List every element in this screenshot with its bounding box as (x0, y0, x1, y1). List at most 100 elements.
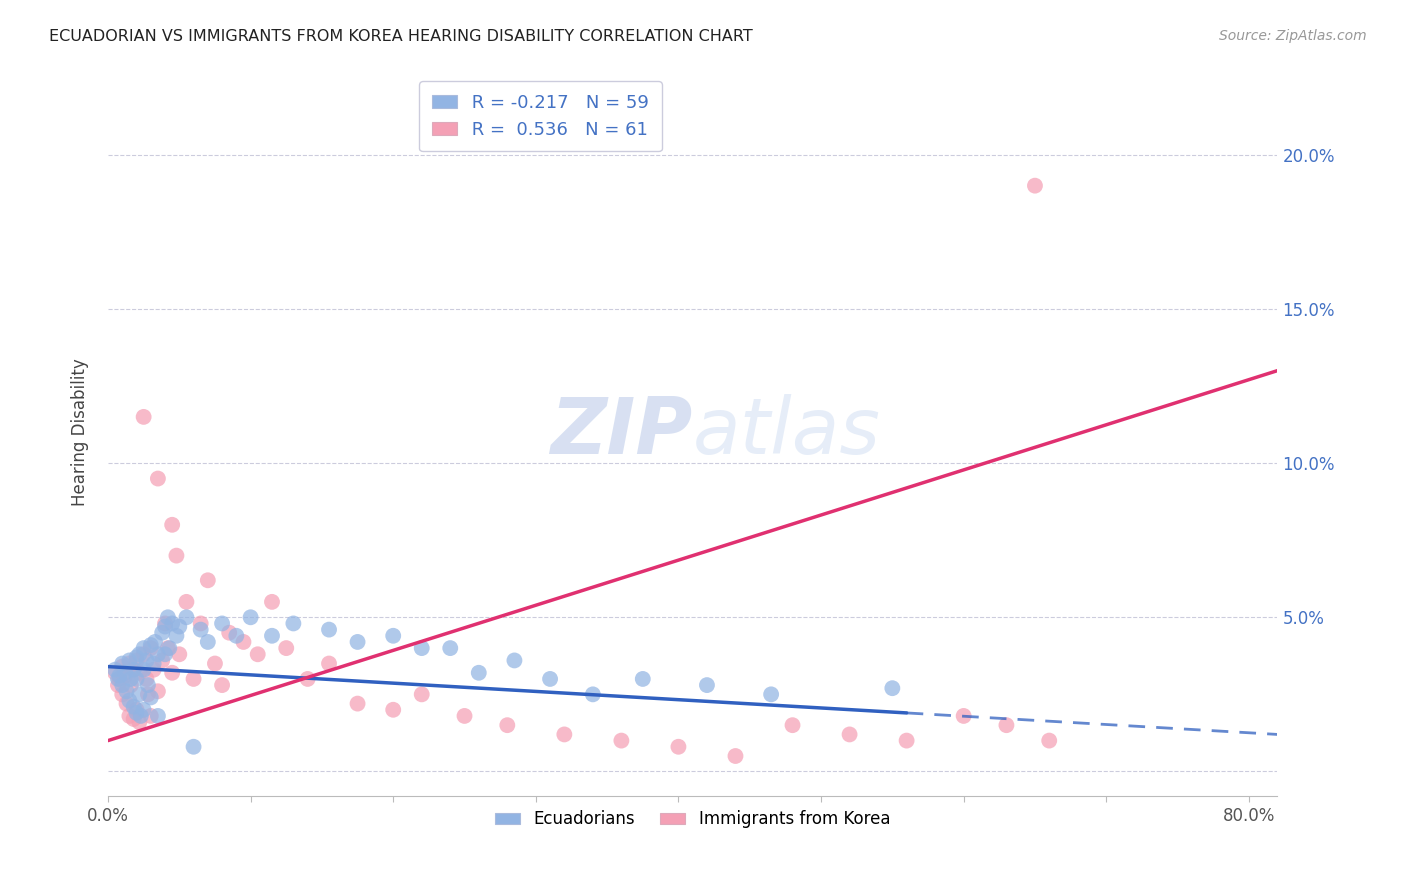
Point (190, 616, 212, 631)
Point (724, 749, 747, 764)
Point (411, 641, 433, 656)
Point (122, 712, 145, 726)
Point (260, 595, 283, 609)
Point (183, 672, 205, 686)
Point (128, 687, 150, 701)
Point (157, 641, 180, 656)
Point (553, 727, 575, 741)
Point (239, 610, 262, 624)
Point (160, 517, 183, 532)
Point (108, 669, 131, 683)
Point (122, 663, 145, 677)
Point (122, 663, 145, 677)
Text: Source: ZipAtlas.com: Source: ZipAtlas.com (1219, 29, 1367, 43)
Point (115, 697, 138, 711)
Point (120, 678, 142, 692)
Point (125, 703, 148, 717)
Point (139, 709, 162, 723)
Point (146, 471, 169, 485)
Point (142, 663, 165, 677)
Point (204, 657, 226, 671)
Point (582, 687, 605, 701)
Point (246, 647, 269, 661)
Point (782, 718, 804, 732)
Point (197, 635, 219, 649)
Point (135, 672, 157, 686)
Point (111, 678, 134, 692)
Point (439, 641, 461, 656)
Point (153, 619, 176, 633)
Point (122, 699, 145, 714)
Point (125, 672, 148, 686)
Point (115, 684, 138, 698)
Point (118, 709, 141, 723)
Point (176, 595, 198, 609)
Point (125, 706, 148, 720)
Point (114, 669, 136, 683)
Point (136, 678, 159, 692)
Point (118, 693, 141, 707)
Point (382, 629, 405, 643)
Y-axis label: Hearing Disability: Hearing Disability (72, 359, 89, 506)
Point (165, 629, 187, 643)
Point (114, 665, 136, 680)
Point (107, 678, 129, 692)
Point (128, 665, 150, 680)
Point (211, 616, 233, 631)
Point (165, 549, 187, 563)
Point (150, 653, 173, 667)
Point (318, 657, 340, 671)
Text: ECUADORIAN VS IMMIGRANTS FROM KOREA HEARING DISABILITY CORRELATION CHART: ECUADORIAN VS IMMIGRANTS FROM KOREA HEAR… (49, 29, 754, 44)
Point (190, 623, 212, 637)
Point (346, 697, 368, 711)
Point (139, 641, 162, 656)
Point (125, 653, 148, 667)
Point (276, 641, 298, 656)
Point (107, 672, 129, 686)
Text: ZIP: ZIP (550, 394, 693, 470)
Point (104, 665, 127, 680)
Point (631, 672, 654, 686)
Point (283, 616, 305, 631)
Point (156, 641, 179, 656)
Point (128, 647, 150, 661)
Point (153, 616, 176, 631)
Point (139, 690, 162, 705)
Point (668, 739, 690, 754)
Point (696, 678, 718, 692)
Point (143, 635, 166, 649)
Point (169, 619, 191, 633)
Point (104, 663, 127, 677)
Point (297, 672, 319, 686)
Point (146, 647, 169, 661)
Point (132, 703, 155, 717)
Legend: Ecuadorians, Immigrants from Korea: Ecuadorians, Immigrants from Korea (489, 804, 897, 835)
Point (132, 409, 155, 424)
Point (125, 650, 148, 665)
Text: atlas: atlas (693, 394, 880, 470)
Point (139, 638, 162, 652)
Point (176, 610, 198, 624)
Point (118, 653, 141, 667)
Point (882, 681, 904, 696)
Point (169, 647, 191, 661)
Point (183, 739, 205, 754)
Point (150, 625, 173, 640)
Point (952, 709, 974, 723)
Point (896, 733, 918, 747)
Point (153, 647, 176, 661)
Point (225, 629, 247, 643)
Point (610, 733, 633, 747)
Point (142, 657, 165, 671)
Point (118, 657, 141, 671)
Point (1024, 178, 1046, 193)
Point (120, 672, 142, 686)
Point (111, 657, 134, 671)
Point (468, 665, 491, 680)
Point (759, 687, 782, 701)
Point (232, 635, 254, 649)
Point (197, 574, 219, 588)
Point (318, 623, 340, 637)
Point (260, 629, 283, 643)
Point (160, 616, 183, 631)
